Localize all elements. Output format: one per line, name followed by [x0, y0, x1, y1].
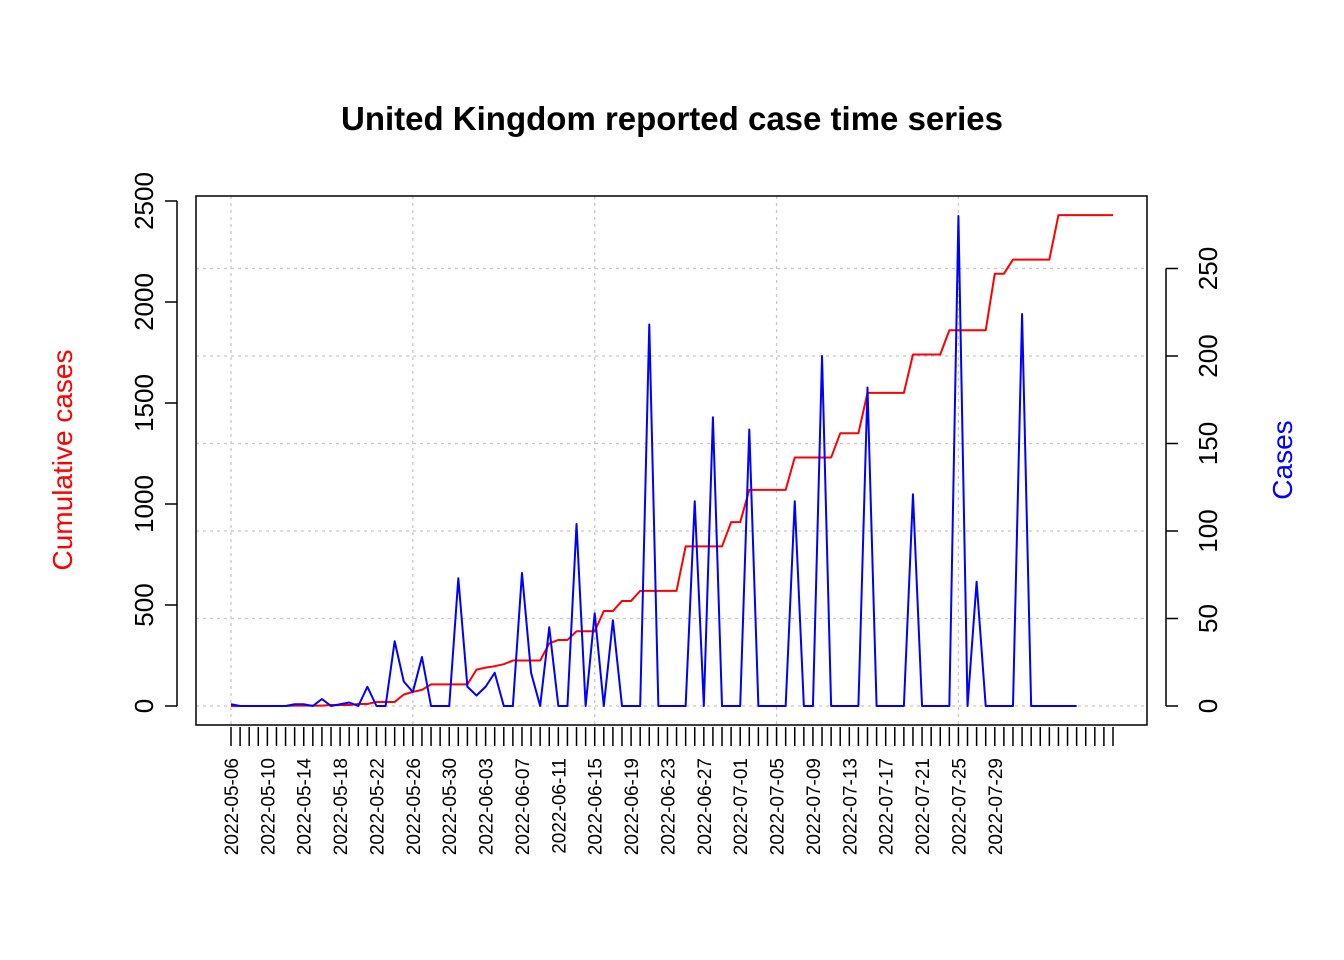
x-axis-tick-label: 2022-06-11: [549, 758, 570, 854]
x-axis-tick-label: 2022-05-10: [258, 758, 279, 855]
right-axis-tick-label: 200: [1193, 334, 1223, 377]
right-axis-tick-label: 100: [1193, 509, 1223, 552]
x-axis-tick-label: 2022-07-17: [877, 758, 898, 855]
cumulative-cases-line: [231, 214, 1113, 707]
cumulative-cases-series: [231, 214, 1113, 707]
x-axis-tick-label: 2022-07-21: [913, 758, 934, 855]
left-axis-tick-label: 500: [129, 583, 159, 626]
x-axis-tick-label: 2022-07-13: [840, 758, 861, 855]
x-axis-tick-label: 2022-05-26: [404, 758, 425, 855]
plot-frame: [195, 195, 1148, 726]
left-axis-tick-label: 0: [129, 699, 159, 713]
x-axis: 2022-05-06 2022-05-10 2022-05-14 2022-05-18…: [222, 727, 1114, 856]
right-axis-tick-label: 250: [1193, 247, 1223, 290]
left-axis-tick-label: 2500: [129, 172, 159, 230]
x-axis-tick-label: 2022-06-19: [622, 758, 643, 855]
left-y-axis: 0 500 1000 1500 2000 2500: [129, 172, 178, 713]
daily-cases-line: [230, 215, 1077, 707]
x-axis-tick-label: 2022-05-18: [331, 758, 352, 855]
x-axis-tick-label: 2022-06-27: [695, 758, 716, 855]
x-axis-tick-label: 2022-05-30: [440, 758, 461, 855]
daily-cases-series: [230, 215, 1077, 707]
x-axis-tick-label: 2022-06-07: [513, 758, 534, 855]
x-axis-tick-label: 2022-07-05: [768, 758, 789, 855]
x-axis-tick-label: 2022-07-29: [986, 758, 1007, 855]
x-axis-tick-label: 2022-07-01: [731, 758, 752, 855]
right-axis-tick-label: 0: [1193, 699, 1223, 713]
left-axis-tick-label: 1000: [129, 475, 159, 533]
x-axis-tick-label: 2022-07-25: [949, 758, 970, 855]
right-axis-tick-label: 150: [1193, 422, 1223, 465]
x-axis-tick-label: 2022-05-06: [222, 758, 243, 855]
left-y-axis-title: Cumulative cases: [47, 350, 78, 571]
x-axis-tick-label: 2022-05-22: [367, 758, 388, 855]
right-y-axis-title: Cases: [1267, 420, 1298, 499]
x-axis-tick-label: 2022-07-09: [804, 758, 825, 855]
left-axis-tick-label: 2000: [129, 273, 159, 331]
grid-lines: [196, 196, 1147, 725]
x-axis-tick-label: 2022-06-15: [586, 758, 607, 855]
x-axis-tick-label: 2022-06-03: [477, 758, 498, 855]
x-axis-tick-label: 2022-05-14: [295, 758, 316, 856]
right-y-axis: 0 50 100 150 200 250: [1165, 247, 1223, 713]
left-axis-tick-label: 1500: [129, 374, 159, 432]
chart-title: United Kingdom reported case time series: [341, 100, 1003, 137]
x-axis-tick-label: 2022-06-23: [658, 758, 679, 855]
right-axis-tick-label: 50: [1193, 604, 1223, 633]
